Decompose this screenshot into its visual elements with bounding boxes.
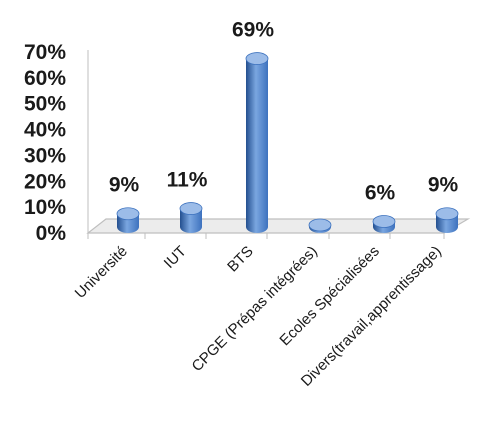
data-label: 9% xyxy=(109,174,140,197)
data-label: 6% xyxy=(365,181,396,204)
bar xyxy=(372,215,396,233)
bar xyxy=(116,207,140,233)
y-tick-label: 50% xyxy=(24,93,66,116)
bar xyxy=(245,52,269,233)
y-tick-label: 20% xyxy=(24,170,66,193)
bar-body xyxy=(246,58,268,228)
bar xyxy=(435,207,459,233)
bar-top xyxy=(116,207,140,221)
bar xyxy=(308,218,332,233)
y-tick-label: 0% xyxy=(36,222,67,245)
chart-floor xyxy=(86,218,471,234)
y-tick-label: 10% xyxy=(24,196,66,219)
bar xyxy=(179,202,203,233)
bar-top xyxy=(308,218,332,232)
y-tick-label: 60% xyxy=(24,67,66,90)
data-label: 9% xyxy=(428,174,459,197)
data-label: 69% xyxy=(232,19,274,42)
y-tick-label: 40% xyxy=(24,119,66,142)
bar-top xyxy=(372,215,396,228)
category-label: BTS xyxy=(224,243,257,276)
category-label: IUT xyxy=(161,243,190,272)
bar-top xyxy=(245,52,269,65)
data-label: 11% xyxy=(167,169,208,192)
category-label: Université xyxy=(72,243,131,302)
bar-top xyxy=(179,202,203,215)
bar-top xyxy=(435,207,459,221)
y-tick-label: 70% xyxy=(24,41,66,64)
category-label: CPGE (Prépas intégrées) xyxy=(189,243,321,375)
y-tick-label: 30% xyxy=(24,144,66,167)
